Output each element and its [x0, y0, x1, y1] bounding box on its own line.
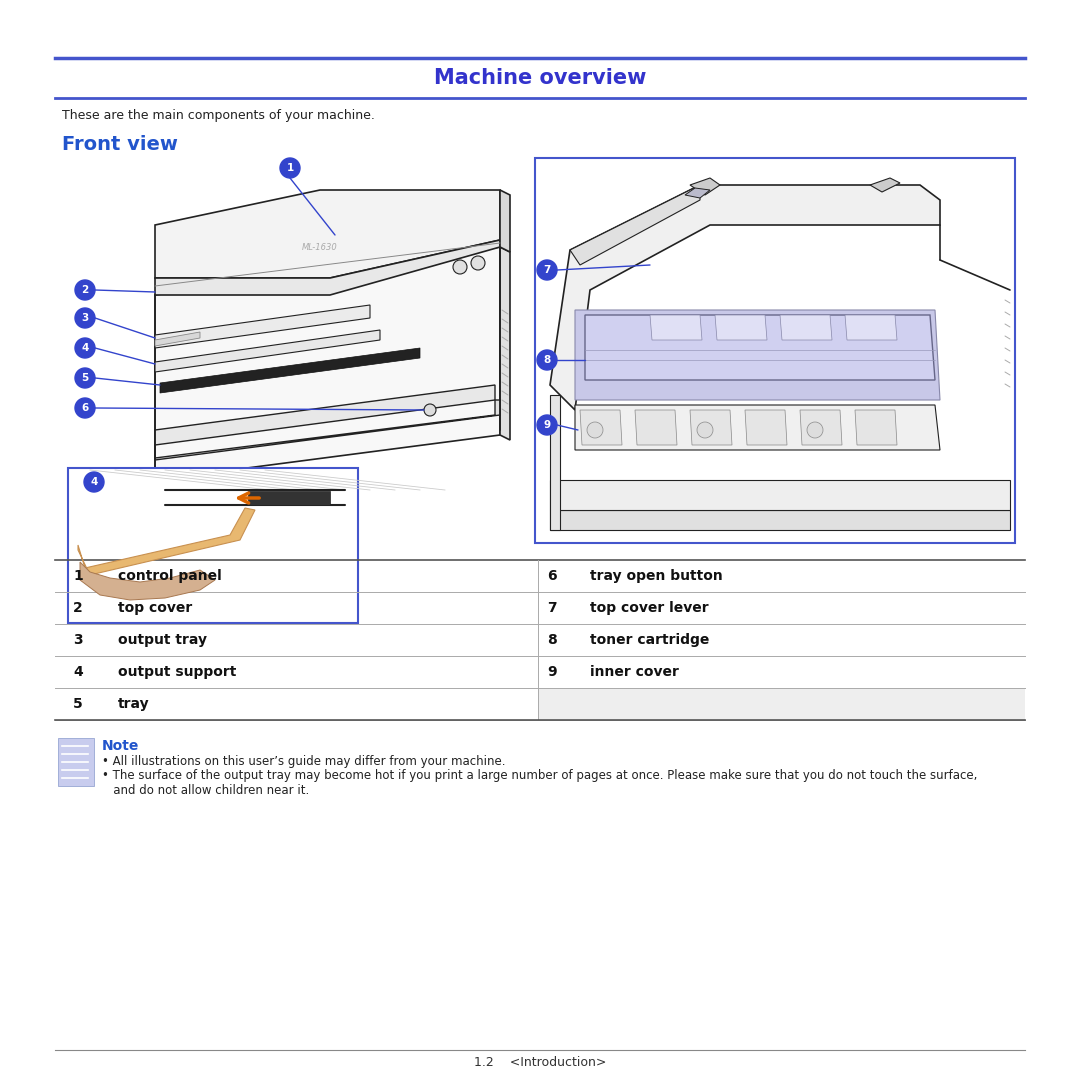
Circle shape — [75, 399, 95, 418]
Polygon shape — [156, 247, 500, 480]
Text: ML-1630: ML-1630 — [302, 243, 338, 253]
Polygon shape — [156, 190, 500, 278]
Polygon shape — [160, 348, 420, 393]
Circle shape — [453, 260, 467, 274]
Polygon shape — [156, 384, 495, 445]
Polygon shape — [780, 315, 832, 340]
Text: 6: 6 — [548, 569, 557, 583]
Text: control panel: control panel — [118, 569, 221, 583]
Polygon shape — [156, 332, 200, 346]
Polygon shape — [78, 508, 255, 575]
Text: 4: 4 — [91, 477, 97, 487]
Text: These are the main components of your machine.: These are the main components of your ma… — [62, 108, 375, 121]
Text: output support: output support — [118, 665, 237, 679]
Text: 5: 5 — [81, 373, 89, 383]
FancyBboxPatch shape — [535, 158, 1015, 543]
Polygon shape — [690, 178, 720, 195]
Text: 9: 9 — [543, 420, 551, 430]
Text: • The surface of the output tray may become hot if you print a large number of p: • The surface of the output tray may bec… — [102, 769, 977, 783]
Text: 4: 4 — [73, 665, 83, 679]
Circle shape — [75, 308, 95, 328]
Text: 8: 8 — [548, 633, 557, 647]
Text: 7: 7 — [543, 265, 551, 275]
Circle shape — [697, 422, 713, 438]
Circle shape — [424, 404, 436, 416]
Circle shape — [75, 338, 95, 357]
Text: output tray: output tray — [118, 633, 207, 647]
Circle shape — [471, 256, 485, 270]
Text: Front view: Front view — [62, 135, 178, 154]
Text: toner cartridge: toner cartridge — [590, 633, 710, 647]
Polygon shape — [745, 410, 787, 445]
Circle shape — [75, 280, 95, 300]
Polygon shape — [550, 260, 1010, 530]
Text: 7: 7 — [548, 600, 557, 615]
Polygon shape — [585, 315, 935, 380]
Text: 1: 1 — [286, 163, 294, 173]
Polygon shape — [855, 410, 897, 445]
Text: 2: 2 — [81, 285, 89, 295]
Text: tray open button: tray open button — [590, 569, 723, 583]
Circle shape — [537, 350, 557, 370]
Circle shape — [588, 422, 603, 438]
Text: Note: Note — [102, 739, 139, 753]
Polygon shape — [690, 410, 732, 445]
Text: Machine overview: Machine overview — [434, 68, 646, 87]
Polygon shape — [575, 405, 940, 450]
Text: 5: 5 — [73, 697, 83, 711]
Polygon shape — [156, 400, 500, 460]
Text: 1: 1 — [73, 569, 83, 583]
Polygon shape — [500, 190, 510, 252]
Circle shape — [84, 472, 104, 492]
Text: tray: tray — [118, 697, 150, 711]
Polygon shape — [550, 185, 940, 410]
Polygon shape — [550, 480, 1010, 510]
Polygon shape — [685, 188, 710, 198]
Polygon shape — [800, 410, 842, 445]
Text: • All illustrations on this user’s guide may differ from your machine.: • All illustrations on this user’s guide… — [102, 756, 505, 769]
Polygon shape — [550, 395, 561, 530]
Polygon shape — [650, 315, 702, 340]
Polygon shape — [575, 310, 940, 400]
Text: 2: 2 — [73, 600, 83, 615]
Circle shape — [537, 260, 557, 280]
FancyBboxPatch shape — [68, 468, 357, 623]
FancyBboxPatch shape — [58, 738, 94, 786]
Text: top cover lever: top cover lever — [590, 600, 708, 615]
Text: 1.2    <Introduction>: 1.2 <Introduction> — [474, 1055, 606, 1068]
Text: 8: 8 — [543, 355, 551, 365]
FancyBboxPatch shape — [538, 688, 1025, 720]
Polygon shape — [635, 410, 677, 445]
FancyBboxPatch shape — [248, 491, 330, 505]
Polygon shape — [156, 305, 370, 348]
Text: 9: 9 — [548, 665, 557, 679]
Polygon shape — [550, 510, 1010, 530]
Circle shape — [537, 415, 557, 435]
Polygon shape — [580, 410, 622, 445]
Text: 4: 4 — [81, 343, 89, 353]
Polygon shape — [156, 330, 380, 372]
Polygon shape — [500, 247, 510, 440]
Text: top cover: top cover — [118, 600, 192, 615]
Polygon shape — [845, 315, 897, 340]
Polygon shape — [570, 185, 700, 265]
Polygon shape — [715, 315, 767, 340]
Circle shape — [807, 422, 823, 438]
FancyArrowPatch shape — [239, 492, 259, 503]
Polygon shape — [870, 178, 900, 192]
Circle shape — [280, 158, 300, 178]
Text: and do not allow children near it.: and do not allow children near it. — [102, 783, 309, 797]
Text: 6: 6 — [81, 403, 89, 413]
Circle shape — [75, 368, 95, 388]
Text: inner cover: inner cover — [590, 665, 679, 679]
Polygon shape — [80, 562, 215, 600]
Polygon shape — [156, 240, 500, 295]
Text: 3: 3 — [81, 313, 89, 323]
Text: 3: 3 — [73, 633, 83, 647]
